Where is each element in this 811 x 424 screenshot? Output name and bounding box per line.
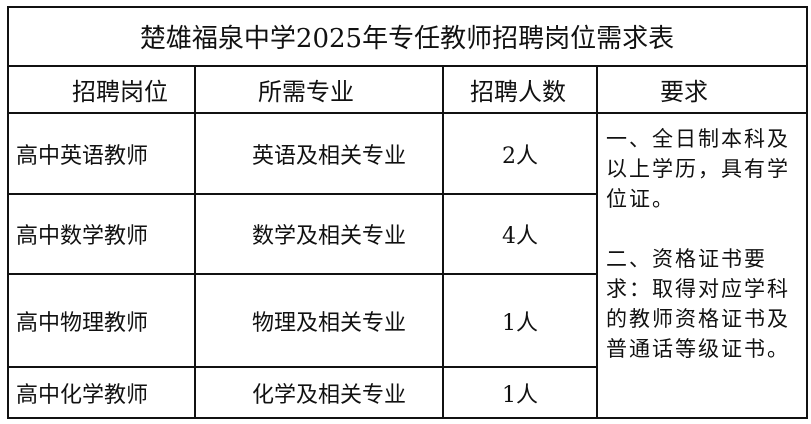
divider — [8, 273, 598, 275]
divider — [442, 65, 444, 419]
divider — [8, 366, 598, 368]
requirements-cell: 一、全日制本科及以上学历，具有学位证。 二、资格证书要求：取得对应学科的教师资格… — [606, 124, 802, 394]
count-cell: 1人 — [502, 382, 538, 408]
major-cell: 数学及相关专业 — [252, 224, 407, 249]
count-cell: 4人 — [502, 224, 538, 249]
border-right — [806, 6, 808, 419]
header-requirements: 要求 — [660, 78, 708, 106]
divider — [8, 193, 598, 195]
header-count: 招聘人数 — [470, 78, 566, 106]
count-cell: 2人 — [502, 143, 538, 169]
divider — [194, 65, 196, 419]
position-cell: 高中化学教师 — [16, 382, 149, 408]
header-position: 招聘岗位 — [72, 78, 168, 106]
position-cell: 高中数学教师 — [16, 224, 149, 249]
border-left — [7, 6, 9, 419]
requirement-education: 一、全日制本科及以上学历，具有学位证。 — [606, 127, 790, 211]
divider — [596, 65, 598, 419]
requirement-certificate: 二、资格证书要求：取得对应学科的教师资格证书及普通话等级证书。 — [606, 247, 790, 361]
position-cell: 高中英语教师 — [16, 143, 149, 169]
divider — [8, 65, 808, 67]
border-bottom — [8, 417, 808, 419]
major-cell: 英语及相关专业 — [252, 143, 407, 169]
count-cell: 1人 — [502, 310, 538, 336]
header-major: 所需专业 — [258, 78, 354, 106]
border-top — [8, 6, 808, 8]
major-cell: 化学及相关专业 — [252, 382, 407, 408]
table-title: 楚雄福泉中学2025年专任教师招聘岗位需求表 — [139, 24, 675, 54]
position-cell: 高中物理教师 — [16, 310, 149, 336]
major-cell: 物理及相关专业 — [252, 310, 407, 336]
divider — [8, 112, 808, 114]
